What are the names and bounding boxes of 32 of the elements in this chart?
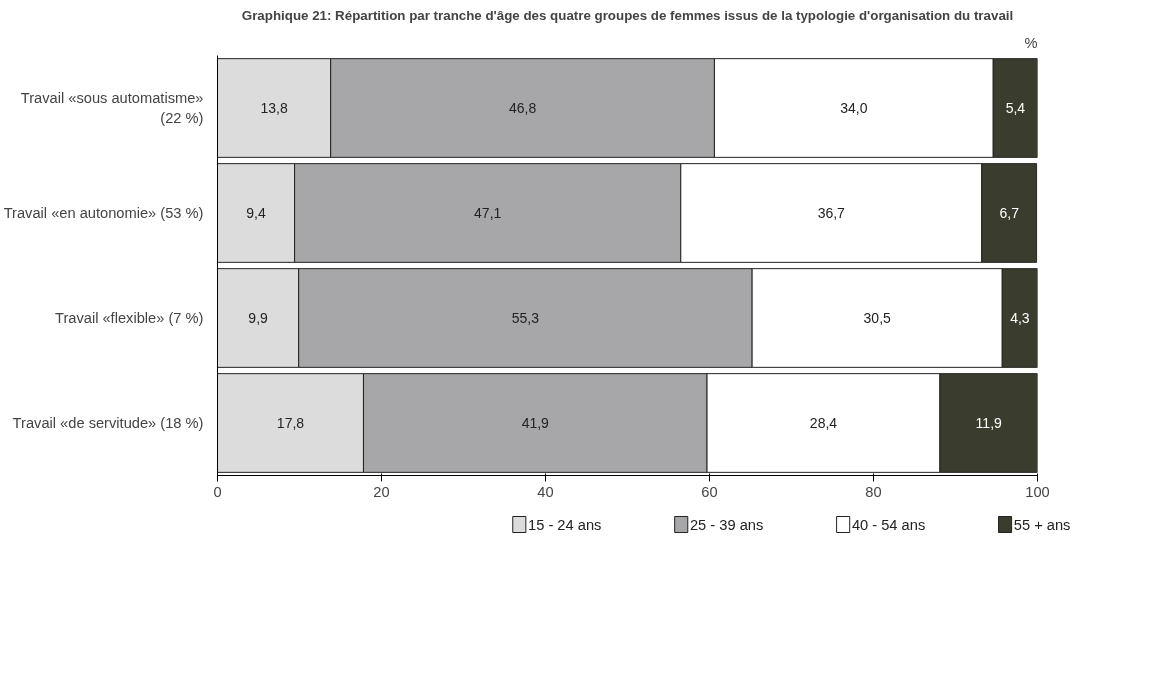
data-label: 5,4 <box>1005 100 1026 116</box>
data-label: 41,9 <box>521 415 550 431</box>
data-label: 9,9 <box>248 310 269 326</box>
y-tick-label: Travail «sous automatisme» (22 %) <box>20 90 204 126</box>
x-tick-label: 100 <box>1025 483 1050 500</box>
data-label: 28,4 <box>809 415 838 431</box>
y-tick-label: Travail «en autonomie» (53 %) <box>3 205 204 221</box>
legend-label: 55 + ans <box>1013 516 1071 533</box>
data-label: 13,8 <box>260 100 288 116</box>
y-tick-label: Travail «de servitude» (18 %) <box>12 415 204 431</box>
y-tick-label: Travail «flexible» (7 %) <box>54 310 204 326</box>
x-tick-label: 60 <box>701 483 718 500</box>
data-label: 36,7 <box>817 205 846 221</box>
x-tick-label: 40 <box>537 483 554 500</box>
data-label: 4,3 <box>1010 310 1030 326</box>
x-tick-label: 20 <box>373 483 390 500</box>
text: % <box>1024 34 1038 51</box>
data-label: 6,7 <box>999 205 1020 221</box>
data-label: 55,3 <box>511 310 540 326</box>
data-label: 34,0 <box>840 100 868 116</box>
data-label: 47,1 <box>474 205 502 221</box>
data-label: 11,9 <box>975 415 1003 431</box>
x-tick-label: 80 <box>865 483 882 500</box>
legend-label: 25 - 39 ans <box>689 516 764 533</box>
data-label: 46,8 <box>508 100 537 116</box>
data-label: 30,5 <box>863 310 892 326</box>
data-label: 9,4 <box>246 205 266 221</box>
x-tick-label: 0 <box>213 483 222 500</box>
data-label: 17,8 <box>276 415 305 431</box>
chart-title: Graphique 21: Répartition par tranche d'âge des quatre groupes de femmes issus de la typologie d'organisation du travail <box>241 7 1014 23</box>
legend-label: 40 - 54 ans <box>851 516 926 533</box>
legend-label: 15 - 24 ans <box>528 516 602 533</box>
